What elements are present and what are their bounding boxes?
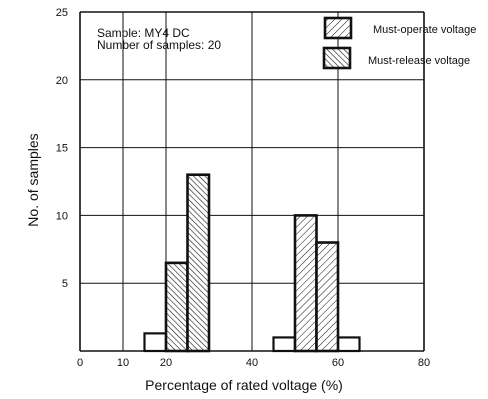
x-axis-label: Percentage of rated voltage (%) (145, 377, 343, 393)
legend-swatch-operate (323, 16, 353, 40)
sample-annotation-line-1: Sample: MY4 DC (97, 26, 190, 40)
bar-series1-1 (186, 173, 211, 353)
x-tick-label-20: 20 (160, 357, 172, 369)
x-tick-label-0: 0 (77, 357, 83, 369)
tick-labels: 5 10 15 20 25 0 10 20 40 60 80 (56, 7, 430, 369)
x-tick-label-80: 80 (418, 357, 430, 369)
x-tick-label-10: 10 (117, 357, 129, 369)
bar-outline-2 (336, 336, 361, 353)
bar-series1-0 (164, 261, 189, 353)
bar-series0-0 (293, 214, 318, 353)
bar-series0-1 (315, 241, 340, 353)
legend-label-release: Must-release voltage (368, 55, 471, 67)
sample-annotation-line-2: Number of samples: 20 (97, 38, 222, 52)
sample-annotation: Sample: MY4 DC Number of samples: 20 (97, 27, 221, 51)
x-tick-label-60: 60 (332, 357, 344, 369)
y-tick-label-15: 15 (56, 143, 68, 155)
bars-group (143, 173, 361, 353)
y-tick-label-10: 10 (56, 210, 68, 222)
bar-outline-1 (272, 336, 297, 353)
bar-outline-0 (143, 332, 168, 353)
x-tick-label-40: 40 (246, 357, 258, 369)
plot-frame (79, 11, 425, 352)
y-tick-label-5: 5 (62, 278, 68, 290)
y-axis-label-wrap: No. of samples (18, 60, 48, 300)
y-axis-label: No. of samples (25, 133, 41, 227)
legend-swatch-release (322, 46, 352, 70)
y-tick-label-25: 25 (56, 7, 68, 19)
y-tick-label-20: 20 (56, 75, 68, 87)
legend-label-operate: Must-operate voltage (373, 24, 477, 36)
legend-swatches (322, 16, 353, 70)
